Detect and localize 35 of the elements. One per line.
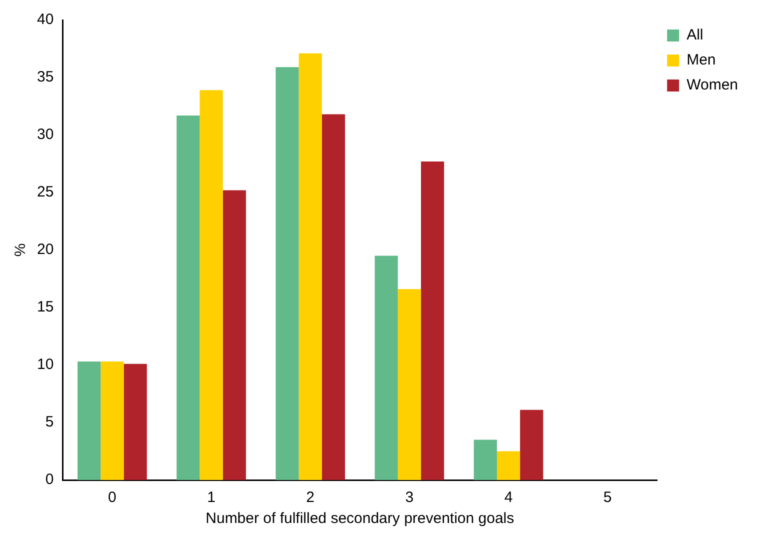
x-tick-label: 3 bbox=[405, 489, 414, 506]
x-axis-title: Number of fulfilled secondary prevention goals bbox=[206, 510, 514, 528]
y-tick-label: 0 bbox=[45, 471, 54, 488]
bar bbox=[496, 451, 520, 480]
y-axis-title: % bbox=[12, 243, 30, 257]
bar bbox=[276, 67, 299, 480]
y-tick-label: 30 bbox=[36, 126, 54, 144]
y-tick-label: 40 bbox=[36, 11, 54, 28]
legend-label: Men bbox=[686, 52, 716, 69]
bar bbox=[78, 362, 101, 480]
y-tick-label: 35 bbox=[36, 68, 54, 86]
bar bbox=[176, 115, 200, 480]
bar bbox=[322, 114, 346, 480]
y-tick-label: 15 bbox=[36, 298, 54, 316]
y-tick-label: 20 bbox=[36, 241, 54, 258]
x-tick-label: 5 bbox=[603, 489, 612, 506]
bar bbox=[374, 256, 398, 480]
bar bbox=[298, 53, 322, 480]
bar bbox=[398, 289, 421, 480]
bar bbox=[200, 90, 223, 480]
legend-label: All bbox=[686, 26, 704, 44]
bar bbox=[124, 364, 147, 480]
x-tick-label: 1 bbox=[207, 489, 216, 506]
bar bbox=[100, 362, 124, 480]
x-tick-label: 2 bbox=[306, 489, 315, 506]
x-tick-label: 4 bbox=[504, 489, 513, 506]
x-tick-label: 0 bbox=[108, 489, 116, 506]
y-tick-label: 10 bbox=[36, 356, 54, 374]
bar bbox=[222, 190, 246, 480]
y-tick-label: 25 bbox=[36, 184, 54, 201]
bar bbox=[474, 440, 497, 480]
y-tick-label: 5 bbox=[45, 414, 54, 431]
bar bbox=[520, 410, 544, 480]
legend-label: Women bbox=[686, 76, 738, 94]
bar bbox=[420, 161, 444, 480]
